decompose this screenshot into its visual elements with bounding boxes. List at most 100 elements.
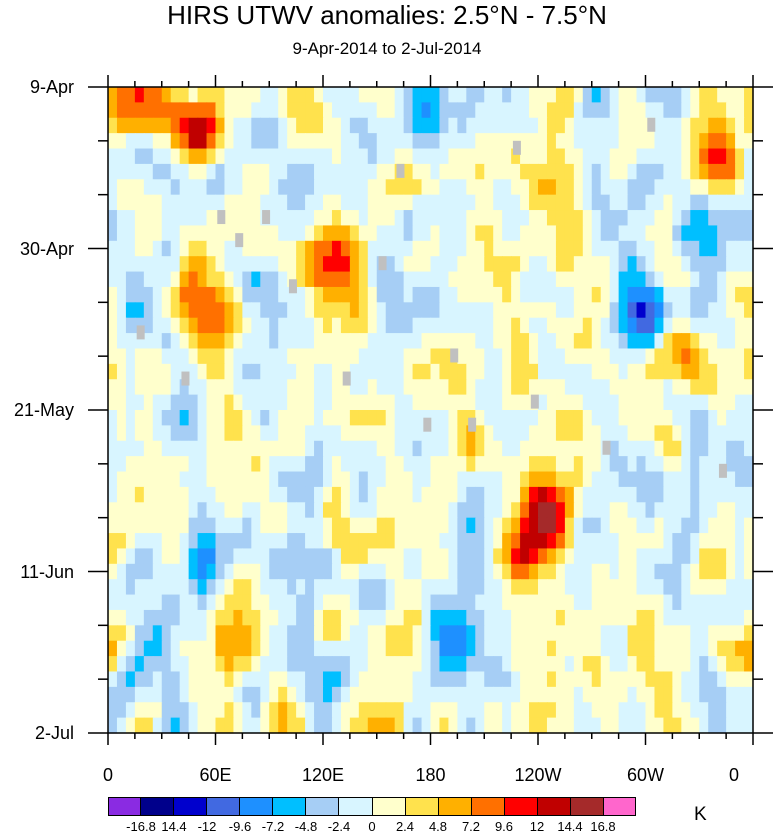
anomaly-cell — [699, 179, 709, 196]
anomaly-cell — [251, 363, 261, 380]
anomaly-cell — [421, 471, 432, 488]
anomaly-cell — [672, 363, 682, 380]
anomaly-cell — [618, 87, 629, 103]
anomaly-cell — [287, 517, 297, 534]
anomaly-cell — [125, 471, 136, 488]
anomaly-cell — [296, 117, 306, 134]
anomaly-cell — [108, 686, 118, 703]
anomaly-cell — [493, 563, 503, 580]
anomaly-cell — [493, 717, 503, 734]
anomaly-cell — [305, 179, 315, 196]
anomaly-cell — [457, 240, 467, 257]
anomaly-cell — [269, 256, 279, 273]
anomaly-cell — [654, 594, 665, 611]
anomaly-cell — [430, 671, 441, 688]
anomaly-cell — [717, 240, 727, 257]
anomaly-cell — [636, 502, 647, 519]
anomaly-cell — [475, 271, 485, 288]
anomaly-cell — [323, 348, 333, 365]
anomaly-cell — [108, 656, 118, 673]
anomaly-cell — [636, 379, 647, 396]
anomaly-cell — [538, 563, 548, 580]
anomaly-cell — [726, 533, 736, 550]
anomaly-cell — [430, 194, 441, 211]
anomaly-cell — [430, 471, 441, 488]
anomaly-cell — [331, 302, 342, 319]
anomaly-cell — [699, 609, 709, 626]
anomaly-cell — [125, 686, 136, 703]
anomaly-cell — [681, 317, 691, 334]
anomaly-cell — [726, 379, 736, 396]
anomaly-cell — [314, 533, 324, 550]
anomaly-cell — [215, 317, 226, 334]
anomaly-cell — [672, 625, 682, 642]
anomaly-cell — [367, 302, 378, 319]
anomaly-cell — [645, 579, 656, 596]
anomaly-cell — [618, 656, 629, 673]
anomaly-cell — [708, 625, 718, 642]
anomaly-cell — [708, 133, 718, 150]
anomaly-cell — [331, 425, 342, 442]
anomaly-cell — [627, 133, 638, 150]
anomaly-cell — [296, 471, 306, 488]
anomaly-cell — [582, 133, 593, 150]
anomaly-cell — [538, 348, 548, 365]
anomaly-cell — [260, 425, 270, 442]
anomaly-cell — [385, 563, 396, 580]
anomaly-cell — [546, 425, 557, 442]
anomaly-cell — [681, 625, 691, 642]
anomaly-cell — [546, 333, 557, 350]
anomaly-cell — [511, 410, 521, 426]
anomaly-cell — [125, 394, 136, 411]
anomaly-cell — [125, 671, 136, 688]
colorbar-label: 7.2 — [461, 819, 481, 834]
anomaly-cell — [305, 271, 315, 288]
anomaly-cell — [448, 440, 458, 457]
anomaly-cell — [331, 240, 342, 257]
anomaly-cell — [511, 425, 521, 442]
anomaly-cell — [511, 563, 521, 580]
anomaly-cell — [529, 133, 539, 150]
anomaly-cell — [546, 517, 557, 534]
missing-data-patch — [512, 140, 521, 155]
anomaly-cell — [296, 456, 306, 473]
anomaly-cell — [609, 363, 620, 380]
anomaly-cell — [349, 671, 360, 688]
anomaly-cell — [296, 163, 306, 180]
anomaly-cell — [591, 502, 602, 519]
anomaly-cell — [323, 410, 333, 426]
anomaly-cell — [269, 133, 279, 150]
anomaly-cell — [430, 440, 441, 457]
anomaly-cell — [412, 440, 423, 457]
anomaly-cell — [224, 471, 235, 488]
anomaly-cell — [475, 256, 485, 273]
anomaly-cell — [143, 440, 154, 457]
anomaly-cell — [251, 517, 261, 534]
anomaly-cell — [735, 271, 745, 288]
anomaly-cell — [161, 194, 172, 211]
anomaly-cell — [376, 302, 387, 319]
anomaly-cell — [520, 302, 530, 319]
anomaly-cell — [421, 256, 432, 273]
anomaly-cell — [421, 225, 432, 242]
anomaly-cell — [260, 609, 270, 626]
anomaly-cell — [260, 640, 270, 657]
anomaly-cell — [591, 533, 602, 550]
anomaly-cell — [672, 87, 682, 103]
anomaly-cell — [179, 609, 190, 626]
anomaly-cell — [287, 348, 297, 365]
anomaly-cell — [520, 117, 530, 134]
anomaly-cell — [529, 640, 539, 657]
anomaly-cell — [618, 625, 629, 642]
anomaly-cell — [493, 533, 503, 550]
anomaly-cell — [421, 502, 432, 519]
anomaly-cell — [116, 640, 127, 657]
anomaly-cell — [493, 225, 503, 242]
anomaly-cell — [340, 671, 351, 688]
anomaly-cell — [663, 302, 673, 319]
anomaly-cell — [726, 671, 736, 688]
anomaly-cell — [484, 625, 494, 642]
anomaly-cell — [224, 286, 235, 303]
anomaly-cell — [744, 686, 754, 703]
anomaly-cell — [233, 271, 243, 288]
